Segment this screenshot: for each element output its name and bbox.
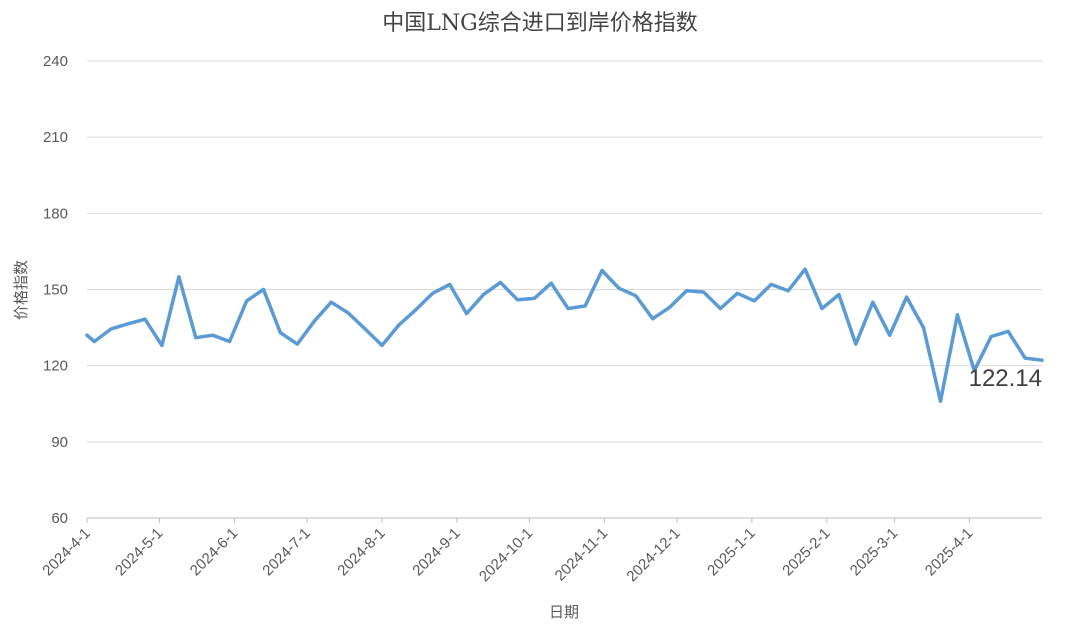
x-tick-label: 2024-11-1 bbox=[552, 525, 612, 585]
data-point bbox=[397, 323, 401, 327]
x-tick-label: 2024-6-1 bbox=[187, 525, 241, 579]
data-point bbox=[769, 282, 773, 287]
data-point bbox=[617, 286, 621, 290]
x-tick-label: 2024-5-1 bbox=[112, 525, 166, 579]
data-point bbox=[380, 343, 384, 347]
x-tick-label: 2025-2-1 bbox=[779, 525, 833, 579]
data-point bbox=[160, 343, 164, 347]
data-point bbox=[888, 333, 892, 337]
y-tick-label: 180 bbox=[43, 205, 68, 222]
data-point bbox=[515, 298, 519, 302]
data-point bbox=[228, 339, 232, 344]
data-point bbox=[126, 322, 130, 326]
data-point bbox=[414, 308, 418, 312]
data-point bbox=[109, 327, 113, 331]
x-axis-label: 日期 bbox=[549, 603, 579, 621]
data-point bbox=[431, 291, 435, 295]
data-point bbox=[718, 306, 723, 311]
data-label: 122.14 bbox=[969, 365, 1042, 392]
y-tick-label: 210 bbox=[43, 129, 68, 146]
data-point bbox=[532, 296, 536, 300]
chart-title: 中国LNG综合进口到岸价格指数 bbox=[382, 11, 697, 36]
series-line bbox=[85, 267, 1044, 403]
data-point bbox=[346, 311, 350, 315]
data-point bbox=[905, 295, 909, 299]
x-axis-ticks: 2024-4-1 2024-5-1 2024-6-1 2024-7-1 2024-8-1… bbox=[39, 518, 976, 585]
x-tick-label: 2024-9-1 bbox=[409, 525, 463, 579]
data-point bbox=[244, 299, 249, 303]
data-point bbox=[261, 287, 266, 292]
gridlines bbox=[87, 60, 1042, 443]
data-point bbox=[871, 300, 875, 304]
data-point bbox=[651, 317, 655, 321]
data-point bbox=[448, 282, 452, 287]
data-point bbox=[1006, 329, 1010, 333]
data-point bbox=[481, 292, 486, 297]
x-tick-label: 2025-1-1 bbox=[704, 525, 758, 579]
x-tick-label: 2024-7-1 bbox=[259, 525, 313, 579]
x-tick-label: 2024-12-1 bbox=[623, 525, 683, 585]
data-point bbox=[85, 333, 89, 337]
data-point bbox=[668, 305, 672, 309]
data-point bbox=[194, 336, 198, 340]
data-point bbox=[938, 399, 943, 403]
data-point bbox=[278, 331, 283, 335]
data-point bbox=[972, 369, 976, 373]
data-point bbox=[684, 289, 689, 293]
y-tick-label: 120 bbox=[43, 358, 68, 375]
series-group bbox=[85, 267, 1044, 403]
data-point bbox=[363, 327, 367, 331]
data-point bbox=[92, 339, 96, 344]
data-point bbox=[549, 281, 553, 285]
data-point bbox=[786, 289, 790, 293]
y-axis-ticks: 60 90 120 150 180 210 240 bbox=[43, 53, 68, 527]
data-point bbox=[803, 267, 807, 271]
data-point bbox=[312, 319, 316, 323]
x-tick-label: 2024-10-1 bbox=[476, 525, 536, 585]
y-tick-label: 150 bbox=[43, 282, 68, 299]
x-tick-label: 2024-4-1 bbox=[39, 525, 93, 579]
data-point bbox=[955, 313, 959, 317]
y-tick-label: 60 bbox=[51, 510, 68, 527]
annotations: 122.14 bbox=[969, 365, 1042, 392]
data-point bbox=[143, 317, 147, 321]
x-tick-label: 2024-8-1 bbox=[334, 525, 388, 579]
data-point bbox=[735, 291, 739, 295]
data-point bbox=[498, 280, 503, 284]
data-point bbox=[1023, 356, 1027, 360]
y-tick-label: 240 bbox=[43, 53, 68, 70]
data-point bbox=[329, 300, 333, 304]
data-point bbox=[820, 306, 824, 311]
data-point bbox=[566, 306, 570, 311]
data-point bbox=[837, 292, 841, 297]
data-point bbox=[752, 299, 756, 303]
x-tick-label: 2025-4-1 bbox=[922, 525, 976, 579]
data-point bbox=[701, 290, 706, 294]
x-tick-label: 2025-3-1 bbox=[847, 525, 901, 579]
data-point bbox=[464, 312, 469, 316]
data-point bbox=[211, 333, 215, 337]
data-point bbox=[921, 325, 926, 330]
data-point bbox=[1040, 358, 1044, 362]
data-point bbox=[634, 294, 638, 298]
data-point bbox=[583, 304, 587, 308]
data-point bbox=[854, 342, 858, 346]
data-point bbox=[989, 334, 993, 339]
data-point bbox=[177, 275, 181, 279]
y-tick-label: 90 bbox=[51, 434, 68, 451]
y-axis-label: 价格指数 bbox=[12, 260, 30, 320]
data-point bbox=[295, 342, 299, 346]
data-point bbox=[600, 268, 604, 273]
